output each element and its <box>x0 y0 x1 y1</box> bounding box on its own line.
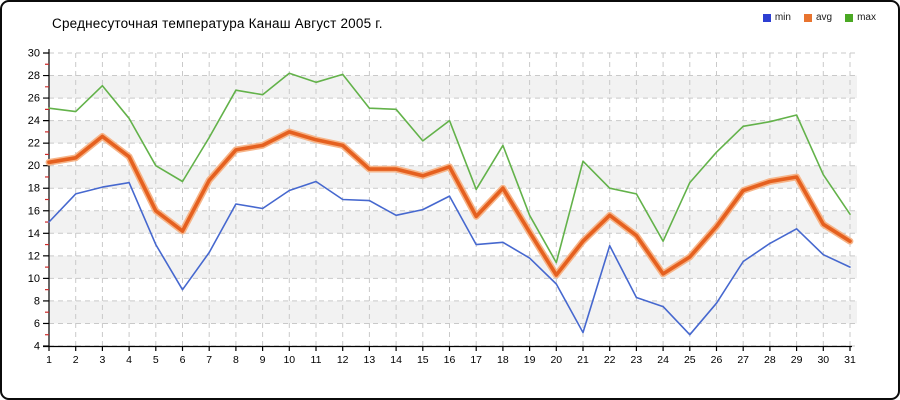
x-tick-label: 19 <box>524 354 536 366</box>
min-line <box>48 180 851 336</box>
max-line <box>48 72 851 264</box>
plot-band <box>49 75 857 99</box>
x-tick-label: 1 <box>46 354 52 366</box>
legend-label: avg <box>815 12 833 23</box>
y-tick-label: 6 <box>34 318 40 330</box>
x-tick-label: 9 <box>260 354 266 366</box>
x-tick-label: 23 <box>631 354 643 366</box>
x-tick-label: 28 <box>764 354 776 366</box>
y-tick-label: 4 <box>34 341 40 353</box>
x-tick-label: 2 <box>73 354 79 366</box>
y-tick-label: 10 <box>28 273 40 285</box>
y-tick-label: 12 <box>28 250 40 262</box>
x-tick-label: 20 <box>550 354 562 366</box>
y-tick-label: 14 <box>28 228 40 240</box>
y-tick-label: 24 <box>28 115 40 127</box>
x-tick-label: 12 <box>337 354 349 366</box>
max-swatch-icon <box>845 13 854 22</box>
x-tick-label: 18 <box>497 354 509 366</box>
y-tick-label: 20 <box>28 160 40 172</box>
x-tick-label: 30 <box>817 354 829 366</box>
chart-title: Среднесуточная температура Канаш Август … <box>52 16 383 31</box>
y-tick-label: 26 <box>28 93 40 105</box>
x-tick-label: 25 <box>684 354 696 366</box>
legend-label: min <box>774 12 791 23</box>
x-tick-label: 4 <box>126 354 132 366</box>
x-tick-label: 27 <box>737 354 749 366</box>
x-tick-label: 6 <box>180 354 186 366</box>
plot-band <box>49 300 857 324</box>
x-tick-label: 3 <box>99 354 105 366</box>
x-tick-label: 16 <box>444 354 456 366</box>
plot-band <box>49 120 857 144</box>
x-tick-label: 11 <box>311 354 322 366</box>
x-tick-label: 17 <box>470 354 482 366</box>
legend-item-max: max <box>845 12 876 23</box>
y-tick-label: 8 <box>34 295 40 307</box>
x-tick-label: 22 <box>604 354 616 366</box>
x-tick-label: 7 <box>206 354 212 366</box>
x-tick-label: 5 <box>153 354 159 366</box>
min-swatch-icon <box>762 13 771 22</box>
x-tick-label: 24 <box>657 354 669 366</box>
y-tick-label: 28 <box>28 70 40 82</box>
x-tick-label: 8 <box>233 354 239 366</box>
y-tick-label: 18 <box>28 183 40 195</box>
x-tick-label: 15 <box>417 354 429 366</box>
legend-item-min: min <box>762 12 791 23</box>
legend-label: max <box>857 12 876 23</box>
x-tick-label: 13 <box>364 354 376 366</box>
legend-item-avg: avg <box>803 12 833 23</box>
chart-legend: min avg max <box>762 12 876 23</box>
avg-line <box>47 130 852 277</box>
x-tick-label: 21 <box>577 354 589 366</box>
x-tick-label: 31 <box>844 354 856 366</box>
x-tick-label: 29 <box>791 354 803 366</box>
y-tick-label: 30 <box>28 48 40 60</box>
x-tick-label: 10 <box>283 354 295 366</box>
avg-swatch-icon <box>803 13 812 22</box>
y-tick-label: 22 <box>28 138 40 150</box>
x-tick-label: 14 <box>390 354 402 366</box>
x-tick-label: 26 <box>711 354 723 366</box>
y-tick-label: 16 <box>28 205 40 217</box>
plot-band <box>49 255 857 279</box>
